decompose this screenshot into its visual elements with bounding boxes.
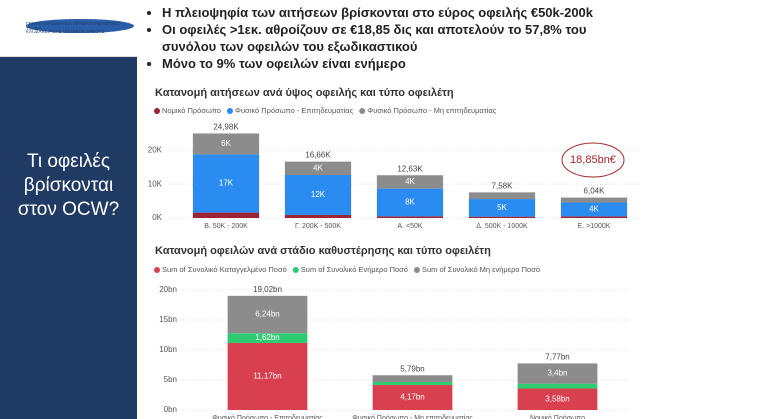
x-tick-label: Γ. 200K - 500K [295,223,341,230]
total-label: 6,04K [584,187,606,196]
emblem [26,19,134,33]
value-label: 3,58bn [545,394,569,403]
bullet: Οι οφειλές >1εκ. αθροίζουν σε €18,85 δις… [162,21,632,55]
value-label: 4,17bn [400,393,424,402]
bar-segment [192,212,260,218]
y-tick-label: 0K [152,213,162,222]
value-label: 6,24bn [255,310,279,319]
value-label: 12K [311,190,326,199]
bar-segment [284,161,352,176]
y-tick-label: 0bn [164,405,177,414]
bar-segment [517,363,598,384]
y-tick-label: 5bn [164,375,177,384]
legend-marker [154,267,160,273]
total-label: 7,77bn [545,352,569,361]
y-tick-label: 20K [148,145,163,154]
x-tick-label: Φυσικό Πρόσωπο - Επιτηδευματίας [212,414,323,419]
logo-text: ΓΕΝΙΚΗ ΓΡΑΜΜΑΤΕΙΑ ΧΡΗΜΑΤΟΠΙΣΤΩΤΙΚΟΥ ΤΟΜΕ… [26,21,122,31]
y-tick-label: 15bn [159,315,177,324]
total-label: 12,63K [397,164,423,173]
value-label: 5K [497,203,507,212]
x-tick-label: Φυσικό Πρόσωπο - Μη επιτηδευματίας [352,414,473,419]
bar-segment [376,175,444,189]
legend-marker [154,108,160,114]
bar-segment [376,216,444,218]
total-label: 5,79bn [400,364,424,373]
bullet-list: Η πλειοψηφία των αιτήσεων βρίσκονται στο… [150,4,632,72]
value-label: 4K [405,177,415,186]
annotation: 18,85bn€ [570,154,616,166]
total-label: 16,66K [305,151,331,160]
chart-title: Κατανομή οφειλών ανά στάδιο καθυστέρησης… [155,245,491,257]
x-tick-label: Νομικό Πρόσωπο [530,414,585,419]
bar-segment [192,133,260,155]
bar-segment [468,216,536,218]
y-tick-label: 20bn [159,285,177,294]
bar-segment [372,384,453,410]
bar-segment [227,295,308,334]
legend-label: Φυσικό Πρόσωπο - Μη επιτηδευματίας [367,106,496,115]
bar-segment [517,388,598,410]
bar-segment [192,154,260,213]
bar-segment [284,175,352,215]
total-label: 24,98K [213,123,239,132]
value-label: 1,62bn [255,333,279,342]
bar-segment [372,375,453,382]
value-label: 3,4bn [547,369,567,378]
legend-label: Sum of Συνολικό Μη ενήμερο Ποσό [422,265,540,274]
bullet: Μόνο το 9% των οφειλών είναι ενήμερο [162,55,632,72]
bar-segment [560,216,628,218]
legend-marker [413,267,420,273]
y-tick-label: 10bn [159,345,177,354]
x-tick-label: Α. <50K [397,223,422,230]
legend-marker [292,267,299,273]
legend-marker [226,108,233,114]
legend-marker [359,108,366,114]
bar-segment [227,342,308,410]
logo-text: ΚΑΙ ΔΙΑΧΕΙΡΙΣΗΣ ΙΔΙΩΤΙΚΟΥ ΧΡΕΟΥΣ [26,29,105,34]
legend-label: Sum of Συνολικό Καταγγελμένο Ποσό [162,265,287,274]
value-label: 11,17bn [253,372,281,381]
x-tick-label: Ε. >1000K [578,223,611,230]
bar-segment [560,197,628,203]
legend-label: Νομικό Πρόσωπο [162,106,221,115]
value-label: 8K [405,198,415,207]
legend-label: Φυσικό Πρόσωπο - Επιτηδευματίας [235,106,354,115]
bar-segment [227,333,308,343]
annotation-circle [561,142,625,178]
value-label: 4K [313,163,323,172]
x-tick-label: Δ. 500K - 1000K [476,223,528,230]
logo: ΓΕΝΙΚΗ ΓΡΑΜΜΑΤΕΙΑ ΧΡΗΜΑΤΟΠΙΣΤΩΤΙΚΟΥ ΤΟΜΕ… [0,0,137,57]
total-label: 7,58K [492,181,514,190]
bar-segment [284,214,352,218]
bar-segment [468,199,536,217]
y-tick-label: 10K [148,179,163,188]
bar-segment [560,202,628,217]
bullet: Η πλειοψηφία των αιτήσεων βρίσκονται στο… [162,4,632,21]
bar-segment [468,192,536,200]
sidebar-title: Τι οφειλές βρίσκονται στον OCW? [17,151,120,220]
bar-segment [376,188,444,217]
value-label: 17K [219,179,234,188]
sidebar: ΓΕΝΙΚΗ ΓΡΑΜΜΑΤΕΙΑ ΧΡΗΜΑΤΟΠΙΣΤΩΤΙΚΟΥ ΤΟΜΕ… [0,0,137,419]
legend-label: Sum of Συνολικό Ενήμερο Ποσό [301,265,408,274]
bar-segment [517,383,598,389]
value-label: 4K [589,204,599,213]
bar-segment [372,381,453,385]
chart-title: Κατανομή αιτήσεων ανά ύψος οφειλής και τ… [155,87,454,99]
value-label: 6K [221,139,231,148]
total-label: 19,02bn [253,285,282,294]
x-tick-label: Β. 50K - 200K [204,223,248,230]
